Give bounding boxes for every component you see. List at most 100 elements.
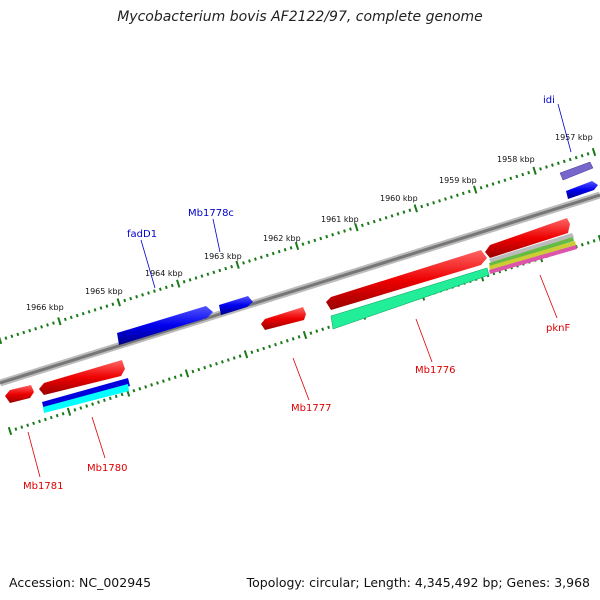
gene-label-fadd1: fadD1 [127, 229, 157, 240]
outer-minor-tick [224, 266, 228, 271]
outer-minor-tick [75, 313, 79, 318]
callout-lines [27, 103, 572, 478]
gene-idi-purple [559, 161, 594, 181]
outer-minor-tick [580, 154, 584, 158]
outer-minor-tick [52, 321, 55, 325]
inner-minor-tick [14, 427, 18, 431]
outer-minor-tick [105, 304, 109, 308]
inner-minor-tick [297, 335, 301, 339]
outer-minor-tick [194, 276, 198, 280]
outer-minor-tick [574, 155, 578, 160]
outer-minor-tick [396, 212, 400, 216]
inner-minor-tick [120, 392, 124, 397]
inner-minor-tick [232, 356, 236, 360]
outer-minor-tick [158, 287, 162, 291]
outer-minor-tick [212, 270, 216, 275]
outer-minor-tick [444, 197, 447, 201]
gene-label-mb1778c: Mb1778c [188, 208, 234, 219]
genome-summary-text: Topology: circular; Length: 4,345,492 bp… [246, 575, 590, 590]
outer-minor-tick [521, 172, 525, 177]
inner-minor-tick [279, 340, 283, 345]
inner-minor-tick [321, 327, 325, 331]
inner-minor-tick [274, 342, 277, 347]
outer-minor-tick [93, 308, 97, 312]
outer-minor-tick [22, 330, 26, 335]
inner-minor-tick [43, 417, 47, 422]
inner-minor-tick [138, 387, 142, 391]
outer-major-tick [354, 223, 359, 232]
outer-minor-tick [438, 199, 441, 203]
outer-major-tick [0, 336, 3, 345]
outer-minor-tick [69, 315, 73, 320]
outer-minor-tick [248, 259, 251, 263]
inner-major-tick [302, 330, 308, 340]
gene-label-mb1776: Mb1776 [415, 365, 455, 376]
outer-minor-tick [331, 232, 335, 237]
outer-minor-tick [254, 257, 257, 261]
outer-minor-tick [63, 317, 67, 322]
outer-minor-tick [491, 182, 495, 186]
scale-label-1960: 1960 kbp [380, 194, 418, 203]
map-title: Mycobacterium bovis AF2122/97, complete … [117, 9, 483, 25]
outer-minor-tick [182, 279, 186, 284]
inner-minor-tick [215, 362, 218, 366]
inner-minor-tick [91, 402, 95, 406]
outer-minor-tick [450, 195, 453, 199]
outer-minor-tick [539, 167, 542, 171]
inner-minor-tick [108, 396, 112, 401]
inner-minor-tick [97, 400, 100, 404]
inner-major-tick [7, 426, 13, 436]
inner-minor-tick [161, 379, 165, 383]
outer-major-tick [591, 147, 597, 157]
outer-minor-tick [271, 251, 275, 256]
inner-minor-tick [238, 354, 242, 358]
inner-minor-tick [114, 394, 118, 399]
outer-major-tick [235, 260, 240, 269]
scale-label-1965: 1965 kbp [85, 287, 123, 296]
outer-minor-tick [200, 274, 204, 278]
outer-minor-tick [408, 208, 412, 213]
inner-major-tick [243, 350, 249, 359]
inner-minor-tick [592, 239, 596, 243]
outer-minor-tick [343, 229, 346, 233]
inner-minor-tick [32, 421, 36, 426]
outer-minor-tick [307, 240, 311, 244]
inner-minor-tick [209, 363, 213, 368]
inner-minor-tick [256, 348, 260, 353]
outer-minor-tick [503, 178, 507, 182]
scale-label-1963: 1963 kbp [204, 252, 242, 261]
outer-minor-tick [586, 152, 590, 156]
gene-pknf [485, 218, 570, 258]
outer-major-tick [176, 279, 181, 288]
outer-major-tick [532, 166, 537, 175]
inner-minor-tick [203, 365, 207, 370]
outer-minor-tick [4, 336, 8, 340]
outer-minor-tick [551, 163, 554, 167]
outer-minor-tick [164, 285, 168, 290]
outer-major-tick [294, 241, 300, 251]
outer-minor-tick [509, 176, 513, 181]
scale-label-1964: 1964 kbp [145, 269, 183, 278]
outer-minor-tick [188, 278, 192, 282]
outer-minor-tick [135, 295, 139, 299]
reverse-genes [5, 218, 577, 413]
gene-label-pknf: pknF [546, 323, 570, 334]
outer-minor-tick [349, 227, 352, 231]
outer-major-tick [116, 298, 121, 307]
outer-minor-tick [289, 246, 293, 250]
inner-minor-tick [20, 425, 24, 429]
outer-tick-track [0, 147, 597, 345]
outer-minor-tick [325, 234, 329, 239]
inner-minor-tick [173, 375, 177, 379]
outer-minor-tick [545, 165, 548, 169]
scale-label-1962: 1962 kbp [263, 234, 301, 243]
outer-major-tick [413, 204, 418, 213]
inner-minor-tick [580, 243, 584, 247]
inner-minor-tick [586, 241, 590, 245]
outer-minor-tick [40, 325, 43, 329]
outer-minor-tick [366, 221, 370, 226]
outer-minor-tick [141, 293, 144, 297]
inner-major-tick [66, 407, 72, 416]
inner-minor-tick [285, 339, 289, 343]
inner-minor-tick [73, 408, 77, 412]
